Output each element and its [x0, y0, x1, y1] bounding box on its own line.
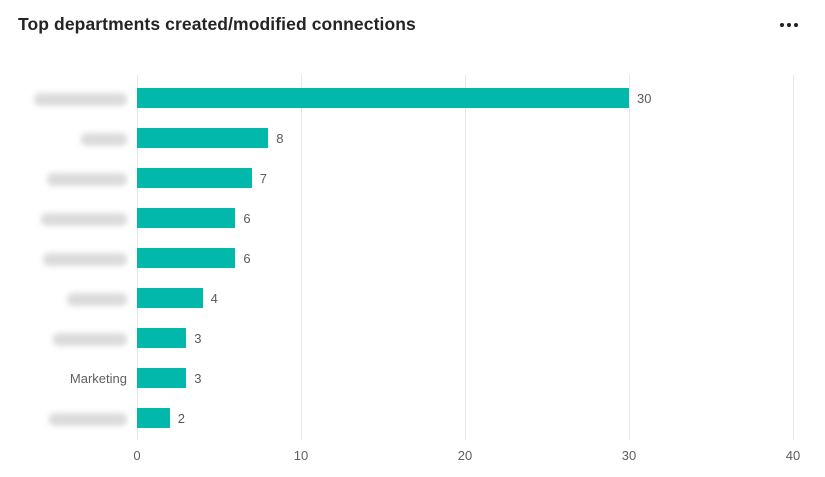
bar[interactable] [137, 248, 236, 268]
bar[interactable] [137, 168, 252, 188]
redacted-category-label [34, 92, 127, 106]
gridline [301, 75, 302, 440]
redacted-category-label [47, 172, 127, 186]
category-label [0, 210, 127, 226]
redacted-category-label [41, 212, 127, 226]
more-options-button[interactable] [775, 16, 803, 34]
bar-row: 30 [0, 78, 825, 118]
ellipsis-icon [794, 23, 798, 27]
bar-track: 7 [137, 168, 793, 188]
bar-track: 2 [137, 408, 793, 428]
value-label: 2 [177, 410, 186, 426]
bar-rows: 30 8 7 6 6 4 3 Marketing 3 2 [0, 78, 825, 438]
category-label: Marketing [69, 370, 127, 386]
bar-row: 8 [0, 118, 825, 158]
bar-track: 30 [137, 88, 793, 108]
category-label [0, 330, 127, 346]
bar-track: 8 [137, 128, 793, 148]
bar-row: 4 [0, 278, 825, 318]
x-axis: 0 10 20 30 40 [133, 448, 800, 468]
gridline [629, 75, 630, 440]
bar[interactable] [137, 368, 187, 388]
bar-track: 6 [137, 208, 793, 228]
bar-row: 3 [0, 318, 825, 358]
category-label [0, 290, 127, 306]
redacted-category-label [67, 292, 127, 306]
x-tick-label: 30 [621, 448, 637, 463]
category-label [0, 170, 127, 186]
bar-track: 6 [137, 248, 793, 268]
value-label: 6 [243, 210, 251, 226]
x-tick-label: 0 [133, 448, 141, 463]
bar-track: 3 [137, 328, 793, 348]
bar[interactable] [137, 128, 269, 148]
bar-row: 6 [0, 238, 825, 278]
redacted-category-label [81, 132, 127, 146]
value-label: 3 [194, 370, 202, 386]
bar[interactable] [137, 208, 236, 228]
gridline [793, 75, 794, 440]
redacted-category-label [49, 412, 127, 426]
value-label: 30 [637, 90, 652, 106]
x-tick-label: 20 [457, 448, 473, 463]
ellipsis-icon [780, 23, 784, 27]
chart-title: Top departments created/modified connect… [18, 14, 416, 34]
category-label [0, 250, 127, 266]
x-tick-label: 10 [293, 448, 309, 463]
bar[interactable] [137, 328, 187, 348]
category-label [0, 90, 127, 106]
category-label [0, 410, 127, 426]
value-label: 6 [243, 250, 251, 266]
bar-chart-plot-area: 30 8 7 6 6 4 3 Marketing 3 2 0 10 20 30 40 [0, 75, 825, 477]
bar-row: 6 [0, 198, 825, 238]
gridline [465, 75, 466, 440]
x-tick-label: 40 [785, 448, 801, 463]
value-label: 4 [210, 290, 218, 306]
category-label [0, 130, 127, 146]
redacted-category-label [53, 332, 127, 346]
bar-track: 4 [137, 288, 793, 308]
bar[interactable] [137, 408, 170, 428]
value-label: 3 [194, 330, 202, 346]
value-label: 8 [276, 130, 284, 146]
redacted-category-label [43, 252, 127, 266]
bar-row: 2 [0, 398, 825, 438]
value-label: 7 [259, 170, 268, 186]
ellipsis-icon [787, 23, 791, 27]
bar[interactable] [137, 288, 203, 308]
bar-track: 3 [137, 368, 793, 388]
bar[interactable] [137, 88, 629, 108]
bar-row: 7 [0, 158, 825, 198]
bar-row: Marketing 3 [0, 358, 825, 398]
